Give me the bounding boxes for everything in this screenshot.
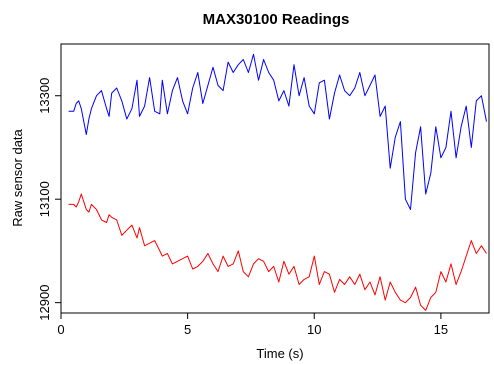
series-line-2 (68, 193, 487, 311)
series-group (68, 53, 487, 311)
chart-title: MAX30100 Readings (203, 11, 350, 28)
x-tick-label: 10 (307, 322, 321, 337)
series-line-1 (68, 53, 487, 210)
y-axis-label: Raw sensor data (10, 128, 25, 226)
x-axis-label: Time (s) (256, 346, 303, 361)
plot-area-frame (60, 43, 490, 314)
y-tick-label: 13300 (37, 78, 52, 114)
y-axis: 12900 13100 13300 (37, 78, 61, 321)
y-tick-label: 13100 (37, 181, 52, 217)
y-tick-label: 12900 (37, 285, 52, 321)
x-tick-label: 5 (184, 322, 191, 337)
x-tick-label: 15 (434, 322, 448, 337)
x-tick-label: 0 (57, 322, 64, 337)
x-axis: 0 5 10 15 (57, 313, 448, 337)
